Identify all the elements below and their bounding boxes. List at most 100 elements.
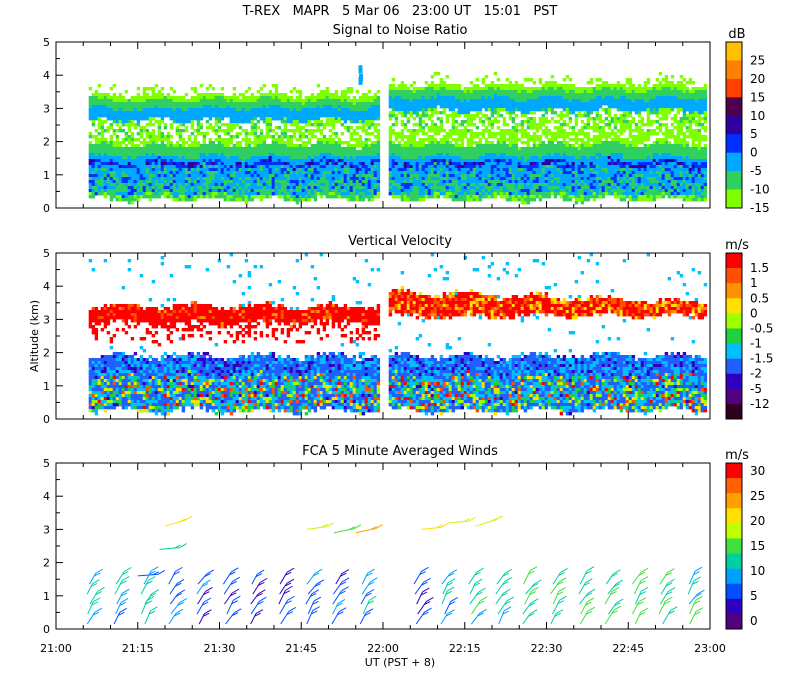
heatmap-cell xyxy=(307,192,312,196)
heatmap-cell xyxy=(259,144,264,148)
heatmap-cell xyxy=(328,135,333,139)
heatmap-cell xyxy=(403,147,408,151)
heatmap-cell xyxy=(445,144,450,148)
heatmap-cell xyxy=(412,117,417,121)
heatmap-cell xyxy=(397,96,402,100)
heatmap-cell xyxy=(157,90,162,94)
heatmap-cell xyxy=(271,102,276,106)
heatmap-cell xyxy=(88,180,93,184)
heatmap-cell xyxy=(310,123,315,127)
heatmap-cell xyxy=(241,177,246,181)
heatmap-cell xyxy=(277,183,282,187)
heatmap-cell xyxy=(430,120,435,124)
heatmap-cell xyxy=(472,105,477,109)
heatmap-cell xyxy=(469,81,474,85)
heatmap-cell xyxy=(202,159,207,163)
heatmap-cell xyxy=(250,189,255,193)
heatmap-cell xyxy=(364,183,369,187)
heatmap-cell xyxy=(145,177,150,181)
heatmap-cell xyxy=(286,108,291,112)
heatmap-cell xyxy=(325,87,330,91)
heatmap-cell xyxy=(304,108,309,112)
heatmap-cell xyxy=(394,123,399,127)
heatmap-cell xyxy=(289,162,294,166)
heatmap-cell xyxy=(421,153,426,157)
heatmap-cell xyxy=(331,114,336,118)
heatmap-cell xyxy=(103,174,108,178)
heatmap-cell xyxy=(292,147,297,151)
heatmap-cell xyxy=(106,189,111,193)
heatmap-cell xyxy=(274,192,279,196)
heatmap-cell xyxy=(262,96,267,100)
heatmap-cell xyxy=(115,174,120,178)
heatmap-cell xyxy=(175,147,180,151)
heatmap-cell xyxy=(148,138,153,142)
heatmap-cell xyxy=(451,150,456,154)
heatmap-cell xyxy=(391,99,396,103)
heatmap-cell xyxy=(424,183,429,187)
heatmap-cell xyxy=(322,147,327,151)
heatmap-cell xyxy=(337,147,342,151)
heatmap-cell xyxy=(283,129,288,133)
heatmap-cell xyxy=(232,105,237,109)
heatmap-cell xyxy=(547,192,552,196)
heatmap-cell xyxy=(163,165,168,169)
heatmap-cell xyxy=(277,141,282,145)
heatmap-cell xyxy=(520,153,525,157)
heatmap-cell xyxy=(388,177,393,181)
heatmap-cell xyxy=(277,135,282,139)
heatmap-cell xyxy=(514,162,519,166)
heatmap-cell xyxy=(289,123,294,127)
heatmap-cell xyxy=(184,99,189,103)
heatmap-cell xyxy=(421,120,426,124)
heatmap-cell xyxy=(226,102,231,106)
heatmap-cell xyxy=(487,144,492,148)
heatmap-cell xyxy=(472,150,477,154)
heatmap-cell xyxy=(544,117,549,121)
heatmap-cell xyxy=(541,87,546,91)
heatmap-cell xyxy=(166,96,171,100)
heatmap-cell xyxy=(304,189,309,193)
heatmap-cell xyxy=(325,180,330,184)
heatmap-cell xyxy=(532,189,537,193)
heatmap-cell xyxy=(169,150,174,154)
heatmap-cell xyxy=(148,111,153,115)
heatmap-cell xyxy=(136,147,141,151)
heatmap-cell xyxy=(241,189,246,193)
heatmap-cell xyxy=(535,126,540,130)
heatmap-cell xyxy=(448,174,453,178)
heatmap-cell xyxy=(187,171,192,175)
heatmap-cell xyxy=(193,87,198,91)
heatmap-cell xyxy=(178,156,183,160)
heatmap-cell xyxy=(478,96,483,100)
heatmap-cell xyxy=(238,165,243,169)
heatmap-cell xyxy=(268,90,273,94)
heatmap-cell xyxy=(262,99,267,103)
heatmap-cell xyxy=(421,87,426,91)
heatmap-cell xyxy=(166,183,171,187)
heatmap-cell xyxy=(325,147,330,151)
heatmap-cell xyxy=(499,165,504,169)
heatmap-cell xyxy=(367,168,372,172)
heatmap-cell xyxy=(499,183,504,187)
heatmap-cell xyxy=(157,99,162,103)
heatmap-cell xyxy=(250,120,255,124)
heatmap-cell xyxy=(154,144,159,148)
heatmap-cell xyxy=(112,162,117,166)
heatmap-cell xyxy=(100,102,105,106)
heatmap-cell xyxy=(502,99,507,103)
heatmap-cell xyxy=(373,165,378,169)
heatmap-cell xyxy=(115,147,120,151)
heatmap-cell xyxy=(133,192,138,196)
heatmap-cell xyxy=(400,102,405,106)
heatmap-cell xyxy=(232,168,237,172)
heatmap-cell xyxy=(454,177,459,181)
heatmap-cell xyxy=(337,171,342,175)
heatmap-cell xyxy=(91,189,96,193)
heatmap-cell xyxy=(157,156,162,160)
heatmap-cell xyxy=(118,147,123,151)
heatmap-cell xyxy=(151,174,156,178)
heatmap-cell xyxy=(409,141,414,145)
heatmap-cell xyxy=(487,168,492,172)
heatmap-cell xyxy=(154,180,159,184)
